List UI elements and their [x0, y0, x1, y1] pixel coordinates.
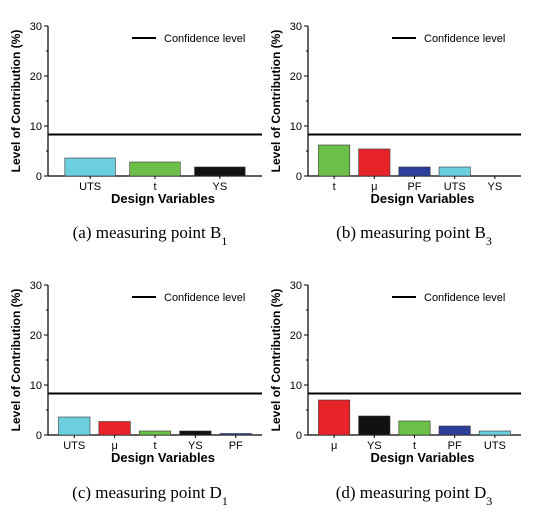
y-tick-label: 10	[30, 380, 42, 392]
bar-2	[129, 161, 181, 177]
legend-label: Confidence level	[424, 292, 505, 304]
y-tick-label: 30	[30, 21, 42, 33]
caption-subscript: 1	[222, 494, 228, 508]
bar-4	[179, 430, 212, 436]
x-tick-label: μ	[331, 440, 337, 452]
y-axis-title: Level of Contribution (%)	[9, 30, 23, 173]
y-tick-label: 10	[290, 380, 302, 392]
bar-4	[438, 425, 471, 436]
bar-2	[358, 415, 391, 436]
x-axis-title: Design Variables	[111, 191, 215, 206]
caption-subscript: 1	[221, 234, 227, 248]
y-tick-label: 30	[30, 280, 42, 292]
y-tick-label: 20	[290, 330, 302, 342]
legend-label: Confidence level	[164, 33, 245, 45]
y-tick-label: 20	[30, 330, 42, 342]
caption-subscript: 3	[486, 494, 492, 508]
y-tick-label: 30	[290, 21, 302, 33]
y-tick-label: 0	[296, 430, 302, 442]
caption-text: (a) measuring point B	[73, 223, 222, 242]
caption-text: (b) measuring point B	[336, 223, 486, 242]
legend-label: Confidence level	[164, 292, 245, 304]
chart-panel-c: 0 10 20 30 Level of Contribution (%) UTS μ t YS P…	[9, 280, 262, 508]
chart-panel-a: 0 10 20 30 Level of Contribution (%) UTS t YSDe…	[9, 21, 262, 248]
y-axis-title: Level of Contribution (%)	[9, 289, 23, 432]
x-tick-label: μ	[371, 181, 377, 193]
x-axis-title: Design Variables	[370, 191, 474, 206]
bar-2	[98, 421, 131, 436]
x-tick-label: t	[413, 440, 416, 452]
legend-label: Confidence level	[424, 33, 505, 45]
bar-5	[478, 430, 511, 436]
y-tick-label: 20	[290, 71, 302, 83]
x-tick-label: t	[153, 440, 156, 452]
x-tick-label: t	[333, 181, 336, 193]
chart-panel-b: 0 10 20 30 Level of Contribution (%) t μ PF UTS Y…	[269, 21, 521, 248]
y-tick-label: 20	[30, 71, 42, 83]
x-tick-label: UTS	[484, 440, 506, 452]
x-tick-label: UTS	[79, 181, 101, 193]
chart-panel-d: 0 10 20 30 Level of Contribution (%) μ YS t PF UT…	[269, 280, 521, 508]
x-tick-label: t	[153, 181, 156, 193]
y-axis-title: Level of Contribution (%)	[269, 289, 283, 432]
caption-subscript: 3	[486, 234, 492, 248]
y-axis-title: Level of Contribution (%)	[269, 30, 283, 173]
x-axis-title: Design Variables	[111, 450, 215, 465]
caption-text: (d) measuring point D	[336, 483, 487, 502]
x-tick-label: UTS	[444, 181, 466, 193]
y-tick-label: 0	[36, 171, 42, 183]
bar-1	[318, 144, 351, 177]
bar-4	[438, 166, 471, 177]
bar-1	[64, 157, 116, 177]
y-tick-label: 0	[36, 430, 42, 442]
bar-3	[398, 166, 431, 177]
x-tick-label: YS	[213, 181, 228, 193]
bar-5	[219, 433, 252, 436]
bar-1	[58, 416, 91, 436]
bar-1	[318, 399, 351, 436]
bar-2	[358, 148, 391, 177]
bar-3	[398, 420, 431, 436]
x-tick-label: YS	[188, 440, 203, 452]
panel-caption: (b) measuring point B3	[336, 223, 492, 248]
bar-3	[138, 430, 172, 436]
y-tick-label: 30	[290, 280, 302, 292]
x-tick-label: YS	[488, 181, 503, 193]
x-tick-label: PF	[407, 181, 421, 193]
caption-text: (c) measuring point D	[72, 483, 222, 502]
y-tick-label: 0	[296, 171, 302, 183]
y-tick-label: 10	[30, 121, 42, 133]
panel-caption: (d) measuring point D3	[336, 483, 493, 508]
x-tick-label: PF	[448, 440, 462, 452]
x-tick-label: PF	[229, 440, 243, 452]
y-tick-label: 10	[290, 121, 302, 133]
panel-caption: (a) measuring point B1	[73, 223, 228, 248]
x-axis-title: Design Variables	[370, 450, 474, 465]
panel-caption: (c) measuring point D1	[72, 483, 228, 508]
x-tick-label: YS	[367, 440, 382, 452]
bar-3	[194, 166, 246, 177]
x-tick-label: UTS	[63, 440, 85, 452]
x-tick-label: μ	[111, 440, 117, 452]
